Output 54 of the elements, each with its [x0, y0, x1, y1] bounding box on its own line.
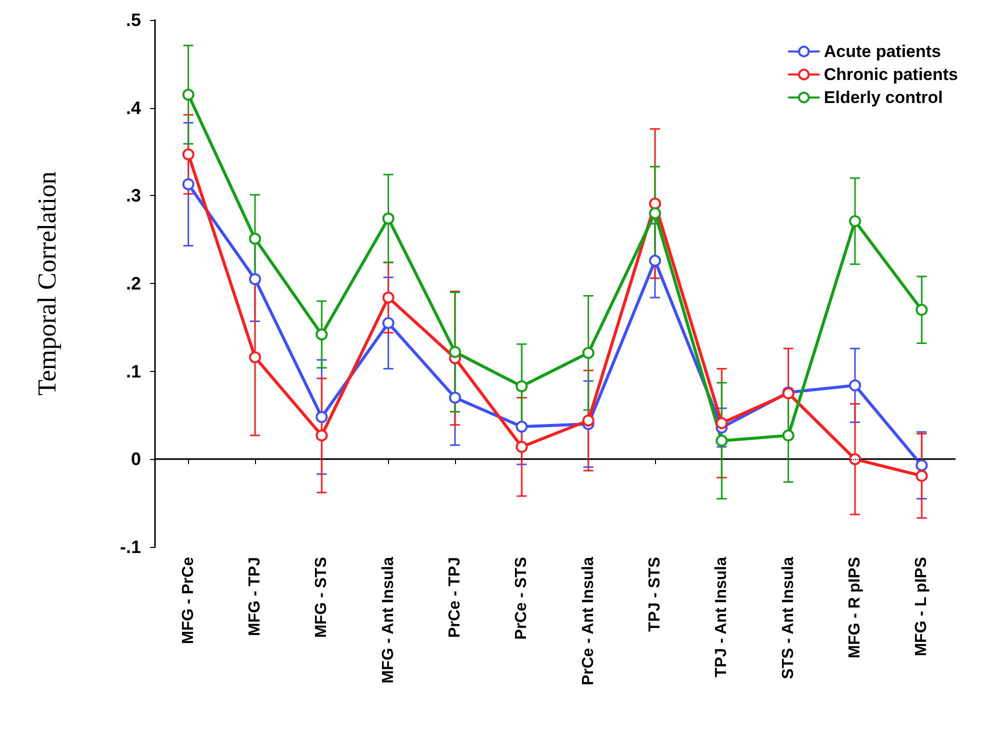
y-tick-label: .3: [126, 186, 141, 206]
point: [516, 440, 528, 453]
x-tick-label: MFG - TPJ: [246, 557, 264, 636]
y-tick-label: .2: [126, 274, 141, 294]
point: [316, 411, 328, 424]
point: [382, 317, 394, 330]
point: [849, 215, 861, 228]
point: [916, 470, 928, 482]
point: [382, 212, 394, 224]
point: [249, 351, 261, 364]
x-tick-label: TPJ - Ant Insula: [713, 556, 730, 678]
x-tick-label: TPJ - STS: [646, 556, 664, 632]
point: [916, 304, 928, 316]
point: [449, 346, 461, 358]
x-tick-label: MFG - PrCe: [180, 556, 197, 644]
legend-label: Acute patients: [824, 42, 942, 61]
point: [849, 379, 861, 392]
x-tick-label: PrCe - STS: [513, 556, 530, 640]
point: [849, 453, 861, 466]
point: [449, 392, 461, 404]
x-tick-label: MFG - L pIPS: [913, 556, 930, 656]
y-tick-label: .4: [126, 98, 141, 118]
x-tick-label: MFG - R pIPS: [846, 556, 864, 658]
point: [382, 292, 394, 304]
point: [182, 88, 194, 101]
y-tick-label: .5: [126, 10, 141, 30]
point: [716, 434, 728, 447]
point: [716, 417, 728, 430]
point: [516, 420, 528, 433]
legend-label: Chronic patients: [824, 65, 958, 84]
point: [582, 346, 594, 359]
point: [516, 380, 528, 392]
x-tick-label: PrCe - Ant Insula: [580, 556, 597, 686]
x-tick-label: MFG - Ant Insula: [380, 556, 397, 684]
point: [316, 429, 328, 442]
y-tick-label: 0: [130, 449, 141, 470]
point: [916, 459, 928, 472]
point: [249, 232, 261, 245]
x-tick-label: STS - Ant Insula: [780, 556, 797, 680]
y-tick-label: -.1: [120, 537, 141, 557]
point: [182, 148, 194, 160]
point: [316, 328, 328, 340]
point: [782, 429, 794, 442]
point: [649, 207, 661, 220]
point: [582, 414, 594, 427]
x-tick-label: PrCe - TPJ: [446, 557, 464, 638]
point: [182, 178, 194, 190]
point: [249, 273, 261, 286]
legend-label: Elderly control: [824, 88, 943, 107]
x-tick-label: MFG - STS: [313, 556, 330, 638]
point: [649, 198, 661, 210]
point: [649, 254, 661, 267]
y-axis-title: Temporal Correlation: [32, 171, 62, 396]
y-tick-label: .1: [126, 361, 141, 382]
